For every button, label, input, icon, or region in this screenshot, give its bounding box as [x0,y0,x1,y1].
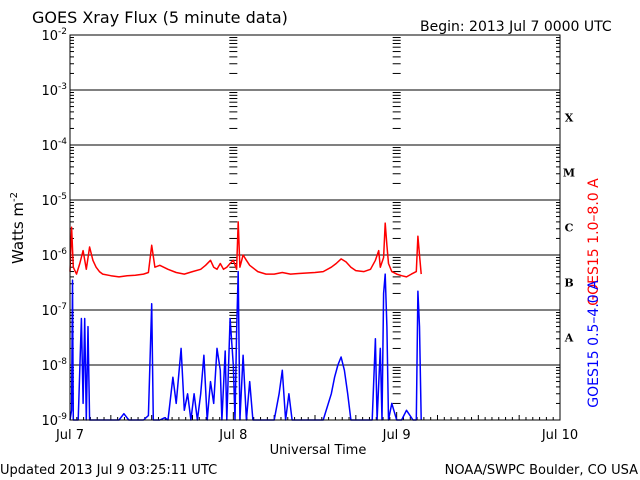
y-axis-label-group: Watts m-2 [9,192,27,264]
y-tick-label: 10-6 [41,247,67,264]
credit-label: NOAA/SWPC Boulder, CO USA [445,463,638,478]
x-axis-label: Universal Time [270,443,367,458]
y-tick-exponent: -3 [58,82,67,92]
y-tick-label: 10-3 [41,82,67,99]
y-tick-label: 10-9 [41,412,67,429]
legend-series-2: GOES15 0.5–4.0 A [586,280,602,408]
flare-class-labels: X M C B A [563,112,575,345]
flare-class-m: M [563,167,575,180]
x-tick-label: Jul 8 [218,428,247,443]
y-tick-exponent: -7 [58,302,67,312]
y-axis-ticks: 10-9 10-8 10-7 10-6 10-5 10-4 10-3 10-2 [41,27,78,429]
y-tick-label: 10-5 [41,192,67,209]
y-tick-exponent: -9 [58,412,67,422]
y-tick-exponent: -6 [58,247,67,257]
y-tick-exponent: -2 [58,27,67,37]
y-tick-exponent: -8 [58,357,67,367]
series-line-long-wavelength [69,221,422,278]
chart-title: GOES Xray Flux (5 minute data) [32,8,288,27]
y-axis-label: Watts m [9,202,27,264]
y-tick-label: 10-4 [41,137,67,154]
legend-series-1: GOES15 1.0–8.0 A [586,178,602,306]
updated-label: Updated 2013 Jul 9 03:25:11 UTC [0,463,217,478]
y-tick-exponent: -5 [58,192,67,202]
flare-class-x: X [565,112,574,125]
begin-label: Begin: 2013 Jul 7 0000 UTC [420,19,612,35]
y-tick-exponent: -4 [58,137,67,147]
flare-class-a: A [564,332,574,345]
flare-class-b: B [564,277,573,290]
x-tick-label: Jul 7 [55,428,84,443]
svg-text:Watts m-2: Watts m-2 [9,192,27,264]
flare-class-c: C [565,222,574,235]
y-tick-label: 10-2 [41,27,67,44]
legend-label-short: GOES15 0.5–4.0 A [586,280,602,408]
y-tick-label: 10-8 [41,357,67,374]
x-tick-label: Jul 10 [541,428,578,443]
y-axis-label-exponent: -2 [9,192,20,202]
y-tick-label: 10-7 [41,302,67,319]
x-tick-label: Jul 9 [382,428,411,443]
plot-frame [69,34,561,421]
legend-label-long: GOES15 1.0–8.0 A [586,178,602,306]
